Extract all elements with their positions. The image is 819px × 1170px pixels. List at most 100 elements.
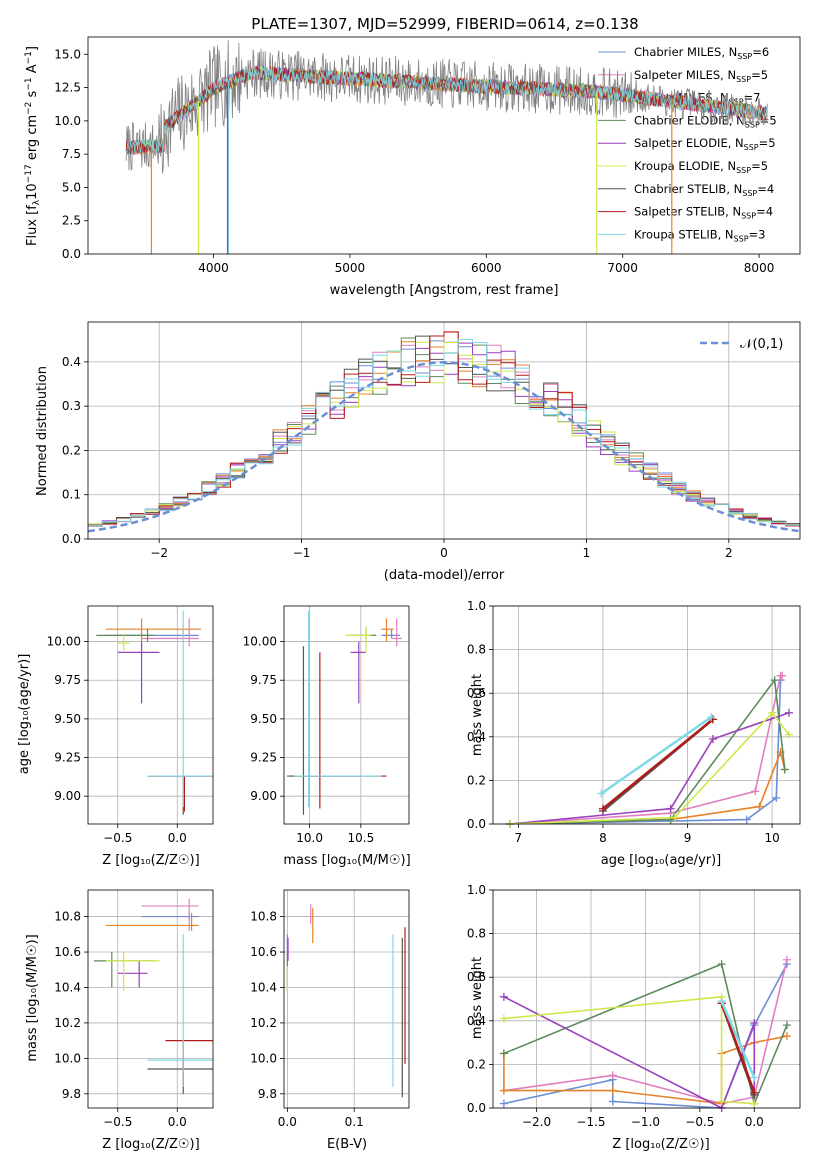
spectrum-xtick-label: 8000 bbox=[744, 261, 775, 275]
wZ-xtick-label: −1.5 bbox=[576, 1115, 605, 1129]
mass-vs-ebv-plot: E(B-V) 0.0 0.1 9.8 10.0 10.2 10.4 10.6 10.8 bbox=[250, 889, 410, 1152]
wZ-xtick-label: 0.0 bbox=[745, 1115, 764, 1129]
spectrum-ylabel: Flux [fλ10−17 erg cm−2 s−1 A−1] bbox=[24, 46, 42, 246]
ageZ-xlabel: Z [log₁₀(Z/Z☉)] bbox=[102, 853, 199, 868]
ageM-ytick-label: 9.25 bbox=[250, 751, 277, 765]
wAge-series-line bbox=[509, 712, 790, 824]
residuals-grid bbox=[88, 322, 800, 540]
wZ-marker bbox=[782, 1021, 791, 1030]
wAge-ytick-label: 0.0 bbox=[467, 817, 486, 831]
wZ-frame bbox=[492, 889, 801, 1109]
massE-grid bbox=[284, 890, 409, 1108]
massE-frame bbox=[283, 889, 410, 1109]
residual-histogram-step bbox=[88, 339, 800, 528]
residuals-xtick-label: −1 bbox=[293, 546, 311, 560]
spectrum-frame bbox=[87, 36, 801, 255]
wAge-marker bbox=[666, 804, 675, 813]
wZ-ytick-label: 0.2 bbox=[467, 1057, 486, 1071]
wAge-marker bbox=[598, 804, 607, 813]
legend-label: Chabrier STELIB, NSSP=4 bbox=[634, 182, 774, 198]
wZ-series-line bbox=[503, 995, 755, 1105]
massZ-frame bbox=[87, 889, 214, 1109]
normal-reference-curve bbox=[87, 361, 801, 533]
spectrum-ytick-label: 7.5 bbox=[62, 147, 81, 161]
wAge-marker bbox=[707, 713, 716, 722]
spectrum-ytick-label: 5.0 bbox=[62, 180, 81, 194]
wAge-marker bbox=[768, 708, 777, 717]
legend-label: Kroupa STELIB, NSSP=3 bbox=[634, 227, 765, 243]
massZ-xtick-label: 0.0 bbox=[168, 1115, 187, 1129]
mass-vs-metallicity-plot: Z [log₁₀(Z/Z☉)] mass [log₁₀(M/M☉)] −0.5 0… bbox=[25, 889, 214, 1152]
wAge-marker bbox=[785, 730, 794, 739]
massE-ytick-label: 10.0 bbox=[250, 1051, 277, 1065]
wAge-series-line bbox=[509, 680, 782, 824]
residuals-ytick-label: 0.0 bbox=[62, 532, 81, 546]
ageM-ytick-label: 10.00 bbox=[243, 635, 277, 649]
ageM-xtick-label: 10.5 bbox=[347, 831, 374, 845]
wZ-ytick-label: 0.0 bbox=[467, 1101, 486, 1115]
wZ-marker bbox=[717, 960, 726, 969]
wAge-xtick-label: 8 bbox=[599, 831, 607, 845]
ageZ-ytick-label: 9.25 bbox=[54, 751, 81, 765]
age-vs-mass-plot: mass [log₁₀(M/M☉)] 10.0 10.5 9.00 9.25 9.50 9… bbox=[243, 605, 411, 868]
ageM-xlabel: mass [log₁₀(M/M☉)] bbox=[283, 853, 410, 868]
wZ-marker bbox=[499, 992, 508, 1001]
wAge-xtick-label: 7 bbox=[515, 831, 523, 845]
wZ-marker bbox=[717, 1097, 726, 1106]
massE-xtick-label: 0.1 bbox=[345, 1115, 364, 1129]
weight-vs-age-plot: age [log₁₀(age/yr)] mass weight 7 8 9 10 0.0… bbox=[467, 599, 801, 868]
massZ-ytick-label: 10.4 bbox=[54, 980, 81, 994]
ageZ-ytick-label: 10.00 bbox=[47, 635, 81, 649]
legend-label: Chabrier MILES, NSSP=6 bbox=[634, 45, 769, 61]
wAge-ytick-label: 0.8 bbox=[467, 643, 486, 657]
spectrum-xlabel: wavelength [Angstrom, rest frame] bbox=[330, 283, 559, 298]
residuals-xtick-label: 0 bbox=[440, 546, 448, 560]
spectrum-xtick-label: 4000 bbox=[198, 261, 229, 275]
wZ-series-line bbox=[720, 1002, 756, 1094]
wZ-xlabel: Z [log₁₀(Z/Z☉)] bbox=[612, 1137, 709, 1152]
massE-xtick-label: 0.0 bbox=[278, 1115, 297, 1129]
massZ-xtick-label: −0.5 bbox=[103, 1115, 132, 1129]
wZ-ytick-label: 0.4 bbox=[467, 1014, 486, 1028]
wZ-marker bbox=[499, 1086, 508, 1095]
wAge-marker bbox=[780, 765, 789, 774]
massZ-xlabel: Z [log₁₀(Z/Z☉)] bbox=[102, 1137, 199, 1152]
spectrum-legend: Chabrier MILES, NSSP=6 Salpeter MILES, NS… bbox=[598, 45, 777, 243]
ageZ-ylabel: age [log₁₀(age/yr)] bbox=[17, 654, 32, 775]
wZ-marker bbox=[499, 1049, 508, 1058]
residuals-ytick-label: 0.2 bbox=[62, 443, 81, 457]
massZ-ylabel: mass [log₁₀(M/M☉)] bbox=[25, 934, 40, 1061]
wZ-marker bbox=[717, 997, 726, 1006]
wAge-series-line bbox=[600, 716, 712, 795]
wAge-series-line bbox=[509, 675, 783, 824]
weight-vs-metallicity-plot: Z [log₁₀(Z/Z☉)] mass weight −2.0 −1.5 −1.0… bbox=[467, 883, 801, 1152]
residuals-ytick-label: 0.4 bbox=[62, 355, 81, 369]
wAge-xtick-label: 10 bbox=[764, 831, 779, 845]
ageM-grid bbox=[284, 606, 409, 824]
wAge-series-line bbox=[509, 711, 790, 824]
wAge-series-line bbox=[602, 718, 714, 810]
residual-histogram: (data-model)/error Normed distribution 𝒩… bbox=[35, 321, 801, 583]
ageZ-ytick-label: 9.00 bbox=[54, 789, 81, 803]
massZ-ytick-label: 10.2 bbox=[54, 1016, 81, 1030]
wAge-ytick-label: 0.4 bbox=[467, 730, 486, 744]
wZ-ytick-label: 0.6 bbox=[467, 970, 486, 984]
wZ-marker bbox=[782, 955, 791, 964]
spectrum-xtick-label: 5000 bbox=[335, 261, 366, 275]
massE-ytick-label: 10.2 bbox=[250, 1016, 277, 1030]
wAge-xtick-label: 9 bbox=[684, 831, 692, 845]
residuals-ylabel: Normed distribution bbox=[35, 366, 50, 496]
residuals-legend-label: 𝒩(0,1) bbox=[740, 337, 783, 352]
ageM-ytick-label: 9.50 bbox=[250, 712, 277, 726]
ageM-frame bbox=[283, 605, 410, 825]
ageZ-frame bbox=[87, 605, 214, 825]
spectrum-xtick-label: 6000 bbox=[471, 261, 502, 275]
wZ-series-line bbox=[720, 1000, 756, 1078]
massE-ytick-label: 10.8 bbox=[250, 910, 277, 924]
massZ-ytick-label: 10.0 bbox=[54, 1051, 81, 1065]
wAge-ylabel: mass weight bbox=[470, 674, 485, 756]
wAge-marker bbox=[770, 676, 779, 685]
wAge-ytick-label: 0.6 bbox=[467, 686, 486, 700]
ageZ-ytick-label: 9.50 bbox=[54, 712, 81, 726]
